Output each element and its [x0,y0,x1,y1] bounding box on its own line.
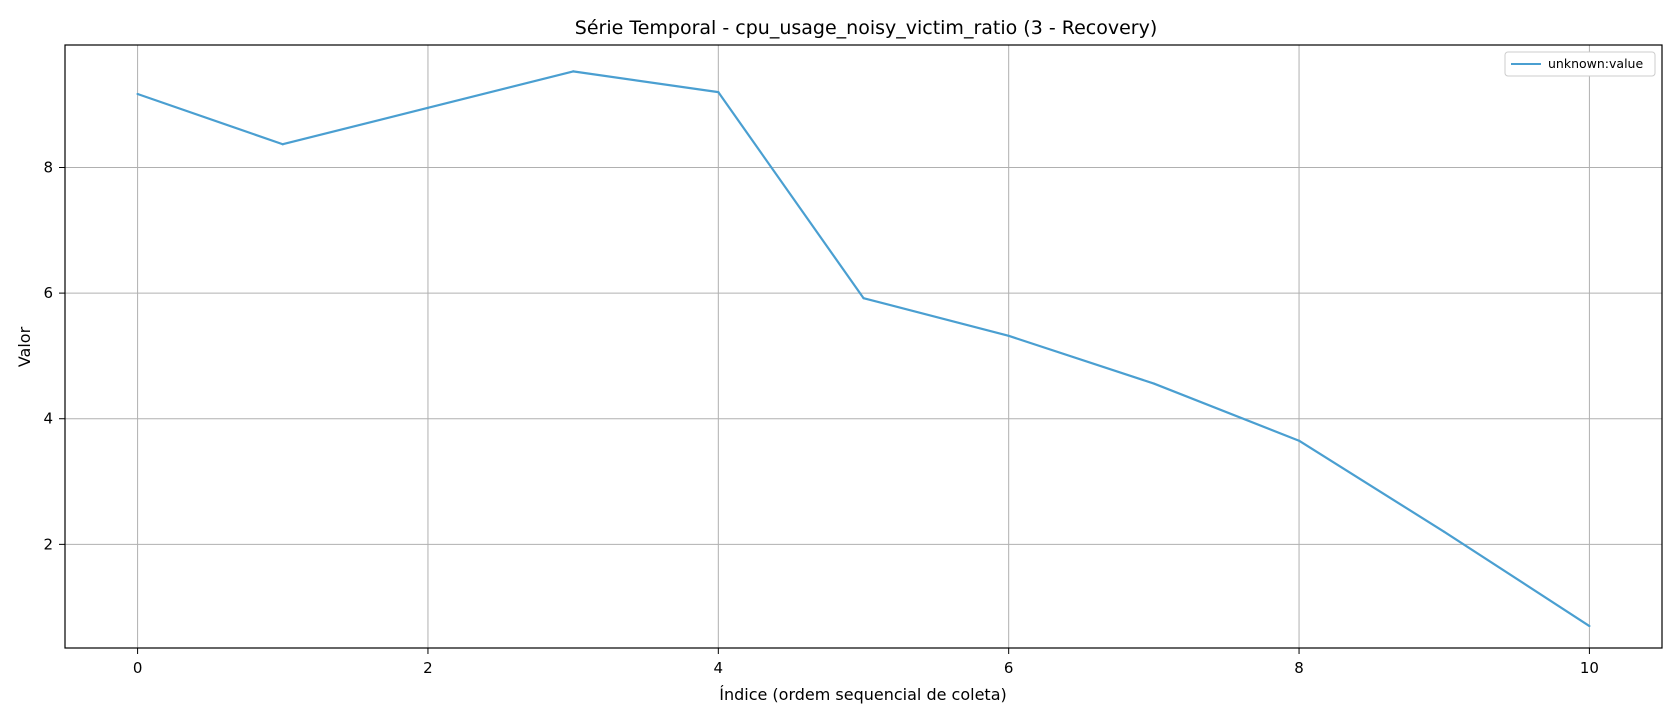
grid [65,45,1662,648]
data-point [1297,439,1301,442]
data-point [281,143,284,146]
x-tick-label: 8 [1294,659,1304,677]
y-tick-label: 4 [43,410,53,428]
x-tick-label: 10 [1580,659,1599,677]
x-tick-label: 0 [133,659,143,677]
y-tick-label: 8 [43,158,53,176]
legend: unknown:value [1504,51,1656,77]
series-line [137,70,1591,627]
data-point [572,70,575,73]
data-point [1588,624,1591,628]
axis-ticks: 0 2 4 6 8 10 2 4 6 8 [43,158,1599,677]
y-axis-label: Valor [15,326,34,367]
y-tick-label: 2 [43,535,53,553]
data-point [1443,530,1446,533]
x-axis-label: Índice (ordem sequencial de coleta) [719,685,1007,704]
x-tick-label: 6 [1004,659,1014,677]
legend-label: unknown:value [1548,56,1643,71]
data-point [717,91,720,94]
data-point [1152,382,1155,385]
data-point [1007,334,1010,337]
legend-box [1504,51,1656,77]
data-point [426,106,430,109]
plot-frame [64,44,1663,649]
series-layer [136,70,1591,628]
chart-title: Série Temporal - cpu_usage_noisy_victim_… [575,17,1157,39]
x-tick-label: 2 [423,659,433,677]
data-point [136,92,139,96]
y-tick-label: 6 [43,284,53,302]
x-tick-label: 4 [714,659,724,677]
data-point [862,297,865,300]
